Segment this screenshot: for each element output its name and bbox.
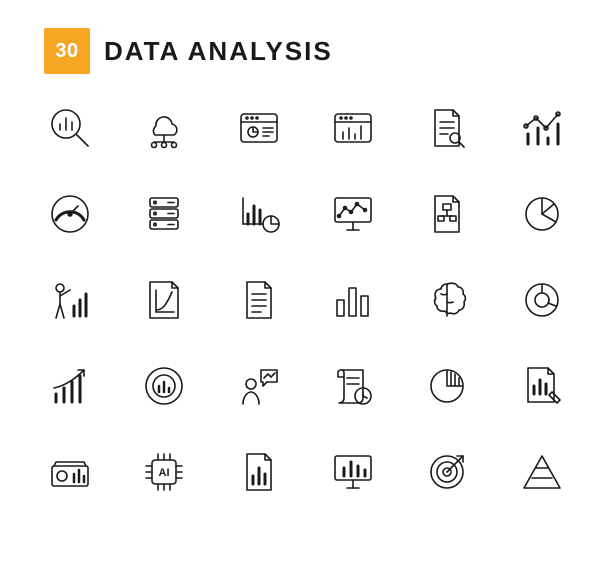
brain-icon	[421, 276, 473, 324]
gauge-icon	[44, 190, 96, 238]
target-donut-bars-icon	[138, 362, 190, 410]
browser-bars-icon	[327, 104, 379, 152]
ai-chip-icon: AI	[138, 448, 190, 496]
pie-chart-icon	[516, 190, 568, 238]
count-badge: 30	[44, 28, 90, 74]
scroll-clock-icon	[327, 362, 379, 410]
document-search-icon	[421, 104, 473, 152]
bar-pie-icon	[233, 190, 285, 238]
bar-chart-icon	[327, 276, 379, 324]
document-bars-pen-icon	[516, 362, 568, 410]
svg-text:AI: AI	[159, 467, 170, 479]
header: 30 DATA ANALYSIS	[44, 28, 568, 74]
icon-sheet: 30 DATA ANALYSIS	[0, 0, 612, 585]
pie-segment-icon	[421, 362, 473, 410]
page-title: DATA ANALYSIS	[104, 36, 333, 67]
document-bar-icon	[233, 448, 285, 496]
document-curve-icon	[138, 276, 190, 324]
pyramid-icon	[516, 448, 568, 496]
monitor-line-icon	[327, 190, 379, 238]
icon-grid: AI	[44, 104, 568, 496]
person-chat-chart-icon	[233, 362, 285, 410]
target-arrow-icon	[421, 448, 473, 496]
presenter-bars-icon	[44, 276, 96, 324]
donut-chart-icon	[516, 276, 568, 324]
money-bars-icon	[44, 448, 96, 496]
cloud-network-icon	[138, 104, 190, 152]
growth-arrow-bars-icon	[44, 362, 96, 410]
document-lines-icon	[233, 276, 285, 324]
magnifier-bar-chart-icon	[44, 104, 96, 152]
line-bar-combo-icon	[516, 104, 568, 152]
monitor-bars-icon	[327, 448, 379, 496]
document-flowchart-icon	[421, 190, 473, 238]
server-stack-icon	[138, 190, 190, 238]
browser-pie-icon	[233, 104, 285, 152]
